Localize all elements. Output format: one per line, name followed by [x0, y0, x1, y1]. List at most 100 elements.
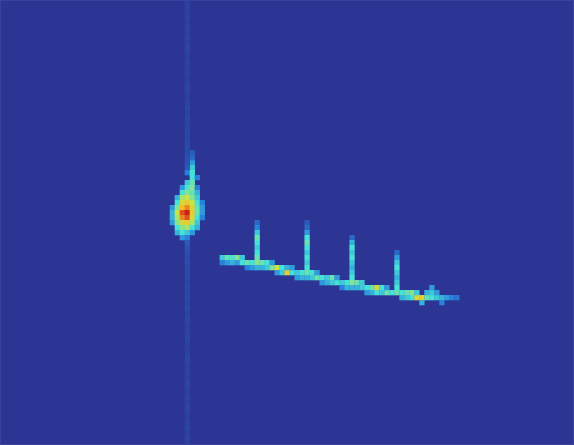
heat-cell	[424, 290, 429, 295]
heat-cell	[419, 300, 424, 305]
heat-cell	[394, 290, 399, 295]
heat-cell	[195, 200, 200, 205]
heat-cell	[255, 235, 260, 240]
heat-cell	[185, 385, 190, 390]
heat-cell	[349, 280, 354, 285]
heat-cell	[185, 355, 190, 360]
heat-cell	[190, 230, 195, 235]
heat-cell	[185, 190, 190, 195]
heat-cell	[255, 265, 260, 270]
heat-cell	[185, 120, 190, 125]
heat-cell	[190, 155, 195, 160]
heat-cell	[200, 200, 205, 205]
heat-cell	[265, 260, 270, 265]
heat-cell	[185, 380, 190, 385]
heat-cell	[170, 205, 175, 210]
heat-cell	[255, 250, 260, 255]
heat-cell	[185, 160, 190, 165]
heat-cell	[175, 210, 180, 215]
heat-cell	[185, 245, 190, 250]
heat-cell	[195, 215, 200, 220]
heat-cell	[180, 215, 185, 220]
heat-cell	[185, 235, 190, 240]
heat-cell	[185, 200, 190, 205]
heat-cell	[309, 275, 314, 280]
heat-cell	[374, 290, 379, 295]
heat-cell	[339, 280, 344, 285]
heat-cell	[190, 205, 195, 210]
heat-cell	[304, 225, 309, 230]
heat-cell	[309, 270, 314, 275]
heat-cell	[185, 150, 190, 155]
heat-cell	[399, 290, 404, 295]
heat-cell	[185, 20, 190, 25]
heat-cell	[185, 340, 190, 345]
heat-cell	[200, 215, 205, 220]
heat-cell	[389, 290, 394, 295]
heat-cell	[319, 280, 324, 285]
heat-cell	[240, 260, 245, 265]
heat-cell	[329, 275, 334, 280]
heat-cell	[185, 210, 190, 215]
heat-cell	[185, 390, 190, 395]
heat-cell	[185, 350, 190, 355]
heat-cell	[394, 265, 399, 270]
heat-cell	[359, 285, 364, 290]
heat-cell	[190, 190, 195, 195]
heat-cell	[304, 240, 309, 245]
heatmap-chart	[0, 0, 574, 445]
heat-cell	[270, 265, 275, 270]
heat-cell	[349, 265, 354, 270]
heat-cell	[349, 235, 354, 240]
heat-cell	[369, 285, 374, 290]
heat-cell	[225, 255, 230, 260]
heat-cell	[364, 285, 369, 290]
heat-cell	[255, 240, 260, 245]
heat-cell	[185, 10, 190, 15]
plot-frame	[1, 1, 574, 445]
heat-cell	[185, 375, 190, 380]
heat-cell	[195, 210, 200, 215]
heat-cell	[185, 325, 190, 330]
heat-cell	[404, 295, 409, 300]
heat-cell	[394, 275, 399, 280]
heat-cell	[235, 255, 240, 260]
heat-cell	[185, 420, 190, 425]
heat-cell	[230, 255, 235, 260]
heat-cell	[314, 275, 319, 280]
heat-cell	[185, 65, 190, 70]
heat-cell	[299, 275, 304, 280]
heat-cell	[185, 25, 190, 30]
heat-cell	[175, 200, 180, 205]
heat-cell	[185, 255, 190, 260]
heat-cell	[334, 275, 339, 280]
heat-cell	[185, 270, 190, 275]
heat-cell	[294, 270, 299, 275]
heat-cell	[185, 5, 190, 10]
heat-cell	[195, 190, 200, 195]
heat-cell	[185, 250, 190, 255]
heat-cell	[294, 275, 299, 280]
heat-cell	[185, 415, 190, 420]
heat-cell	[185, 335, 190, 340]
heat-cell	[245, 260, 250, 265]
heat-cell	[250, 260, 255, 265]
heat-cell	[185, 425, 190, 430]
heat-cell	[195, 185, 200, 190]
heat-cell	[185, 30, 190, 35]
heat-cell	[185, 130, 190, 135]
heat-cell	[185, 135, 190, 140]
heat-cell	[185, 50, 190, 55]
heat-cell	[304, 230, 309, 235]
heat-cell	[185, 315, 190, 320]
heat-cell	[304, 275, 309, 280]
heat-cell	[394, 250, 399, 255]
heat-cell	[190, 175, 195, 180]
heat-cell	[349, 245, 354, 250]
heat-cell	[190, 170, 195, 175]
heat-cell	[260, 265, 265, 270]
heat-cell	[190, 165, 195, 170]
heat-cell	[250, 265, 255, 270]
heat-cell	[304, 245, 309, 250]
heat-cell	[349, 285, 354, 290]
